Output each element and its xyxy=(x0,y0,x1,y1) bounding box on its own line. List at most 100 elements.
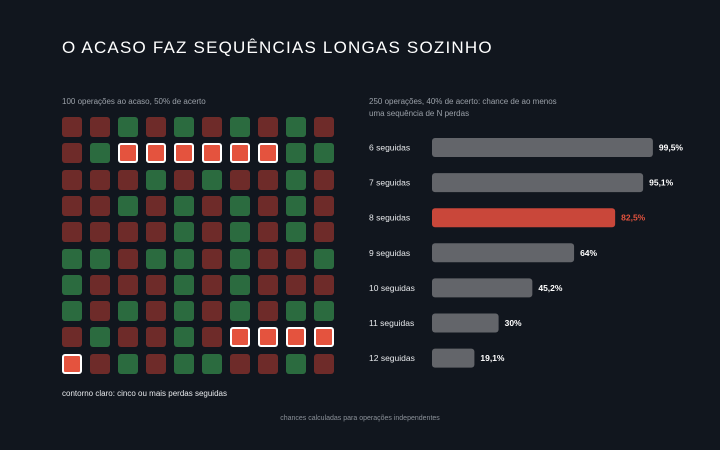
grid-cell-win xyxy=(90,248,110,269)
grid-cell-loss xyxy=(202,222,222,243)
value-label: 82,5% xyxy=(621,213,646,223)
grid-cell-loss xyxy=(230,353,250,374)
grid-cell-loss xyxy=(146,301,166,322)
grid-cell-loss xyxy=(174,169,194,190)
grid-cell-win xyxy=(90,327,110,348)
grid-cell-loss xyxy=(258,117,278,137)
bar xyxy=(432,138,653,157)
grid-cell-loss xyxy=(62,195,82,216)
grid-cell-loss xyxy=(90,274,110,295)
category-label: 10 seguidas xyxy=(369,283,415,293)
grid-cell-win xyxy=(202,169,222,190)
grid-cell-streak-loss xyxy=(202,143,222,164)
grid-cell-win xyxy=(62,248,82,269)
footnote: chances calculadas para operações indepe… xyxy=(280,415,440,422)
grid-cell-loss xyxy=(314,274,334,295)
grid-cell-loss xyxy=(90,353,110,374)
grid-cell-loss xyxy=(146,353,166,374)
value-label: 64% xyxy=(580,248,597,258)
grid-cell-loss xyxy=(202,327,222,348)
trade-grid xyxy=(62,117,338,374)
grid-cell-win xyxy=(174,301,194,322)
grid-cell-loss xyxy=(314,195,334,216)
grid-cell-loss xyxy=(286,274,306,295)
category-label: 8 seguidas xyxy=(369,213,410,223)
grid-cell-win xyxy=(230,222,250,243)
grid-cell-win xyxy=(146,169,166,190)
grid-cell-win xyxy=(174,248,194,269)
grid-cell-streak-loss xyxy=(62,353,82,374)
grid-caption: 100 operações ao acaso, 50% de acerto xyxy=(62,97,206,106)
grid-cell-loss xyxy=(314,353,334,374)
category-label: 6 seguidas xyxy=(369,143,410,153)
grid-cell-loss xyxy=(146,195,166,216)
value-label: 30% xyxy=(505,318,522,328)
category-label: 11 seguidas xyxy=(369,318,414,328)
grid-cell-streak-loss xyxy=(230,143,250,164)
grid-cell-win xyxy=(118,195,138,216)
grid-cell-loss xyxy=(286,248,306,269)
chart-caption: 250 operações, 40% de acerto: chance de … xyxy=(369,97,557,118)
grid-cell-win xyxy=(286,143,306,164)
grid-cell-loss xyxy=(258,222,278,243)
grid-cell-win xyxy=(146,248,166,269)
value-label: 99,5% xyxy=(659,143,684,153)
grid-cell-win xyxy=(174,195,194,216)
grid-cell-loss xyxy=(202,117,222,137)
grid-cell-loss xyxy=(230,169,250,190)
grid-cell-win xyxy=(174,327,194,348)
grid-legend: contorno claro: cinco ou mais perdas seg… xyxy=(62,389,227,398)
grid-cell-win xyxy=(174,222,194,243)
grid-cell-win xyxy=(62,301,82,322)
grid-cell-loss xyxy=(258,274,278,295)
grid-cell-streak-loss xyxy=(258,327,278,348)
bar xyxy=(432,348,475,368)
category-label: 7 seguidas xyxy=(369,178,410,188)
grid-cell-win xyxy=(314,143,334,164)
bar-highlight xyxy=(432,208,616,228)
value-label: 45,2% xyxy=(538,283,563,293)
grid-cell-loss xyxy=(202,301,222,322)
grid-cell-loss xyxy=(314,117,334,137)
grid-cell-loss xyxy=(118,222,138,243)
grid-cell-streak-loss xyxy=(314,327,334,348)
value-label: 95,1% xyxy=(649,178,674,188)
grid-cell-win xyxy=(202,353,222,374)
grid-cell-loss xyxy=(62,327,82,348)
grid-cell-streak-loss xyxy=(174,143,194,164)
grid-cell-loss xyxy=(258,301,278,322)
grid-cell-win xyxy=(314,248,334,269)
grid-cell-loss xyxy=(146,222,166,243)
grid-cell-loss xyxy=(90,117,110,137)
bar xyxy=(432,243,575,263)
grid-cell-loss xyxy=(62,169,82,190)
grid-cell-loss xyxy=(202,274,222,295)
grid-cell-loss xyxy=(62,117,82,137)
grid-cell-loss xyxy=(118,274,138,295)
bar xyxy=(432,278,533,298)
grid-cell-win xyxy=(286,301,306,322)
grid-cell-loss xyxy=(202,195,222,216)
grid-cell-win xyxy=(286,117,306,137)
grid-cell-loss xyxy=(314,169,334,190)
page-title: O ACASO FAZ SEQUÊNCIAS LONGAS SOZINHO xyxy=(62,38,493,57)
category-label: 9 seguidas xyxy=(369,248,410,258)
bar xyxy=(432,173,644,193)
grid-cell-win xyxy=(90,143,110,164)
grid-cell-win xyxy=(286,195,306,216)
grid-cell-loss xyxy=(146,327,166,348)
grid-cell-loss xyxy=(258,169,278,190)
grid-cell-streak-loss xyxy=(118,143,138,164)
grid-cell-loss xyxy=(118,169,138,190)
grid-cell-win xyxy=(174,117,194,137)
grid-cell-loss xyxy=(258,195,278,216)
grid-cell-win xyxy=(286,353,306,374)
grid-cell-loss xyxy=(258,248,278,269)
grid-cell-loss xyxy=(146,274,166,295)
grid-cell-win xyxy=(286,169,306,190)
grid-cell-win xyxy=(62,274,82,295)
grid-cell-loss xyxy=(314,222,334,243)
grid-cell-streak-loss xyxy=(258,143,278,164)
grid-cell-win xyxy=(230,248,250,269)
